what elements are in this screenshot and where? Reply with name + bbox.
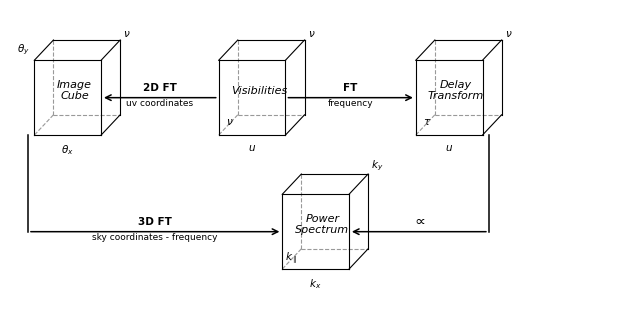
Text: $\nu$: $\nu$ [308, 29, 315, 39]
Text: Delay
Transform: Delay Transform [428, 80, 484, 101]
Text: uv coordinates: uv coordinates [126, 99, 193, 108]
Text: $u$: $u$ [248, 143, 256, 153]
Text: Image
Cube: Image Cube [57, 80, 92, 101]
Text: $\propto$: $\propto$ [412, 212, 426, 227]
Text: Visibilities: Visibilities [231, 85, 287, 96]
Text: Power
Spectrum: Power Spectrum [295, 214, 350, 236]
Text: $\tau$: $\tau$ [422, 117, 431, 127]
Text: sky coordinates - frequency: sky coordinates - frequency [92, 233, 218, 242]
Text: 2D FT: 2D FT [143, 83, 177, 93]
Text: frequency: frequency [328, 99, 374, 108]
Text: FT: FT [343, 83, 358, 93]
Text: 3D FT: 3D FT [138, 217, 172, 227]
Text: $k_x$: $k_x$ [310, 277, 322, 291]
Text: $\nu$: $\nu$ [505, 29, 512, 39]
Text: $k_y$: $k_y$ [371, 158, 384, 173]
Text: $\theta_x$: $\theta_x$ [61, 143, 74, 157]
Text: $\nu$: $\nu$ [227, 117, 234, 127]
Text: $\nu$: $\nu$ [124, 29, 131, 39]
Text: $\theta_y$: $\theta_y$ [17, 43, 29, 57]
Text: $k_\parallel$: $k_\parallel$ [285, 251, 298, 267]
Text: $u$: $u$ [445, 143, 453, 153]
